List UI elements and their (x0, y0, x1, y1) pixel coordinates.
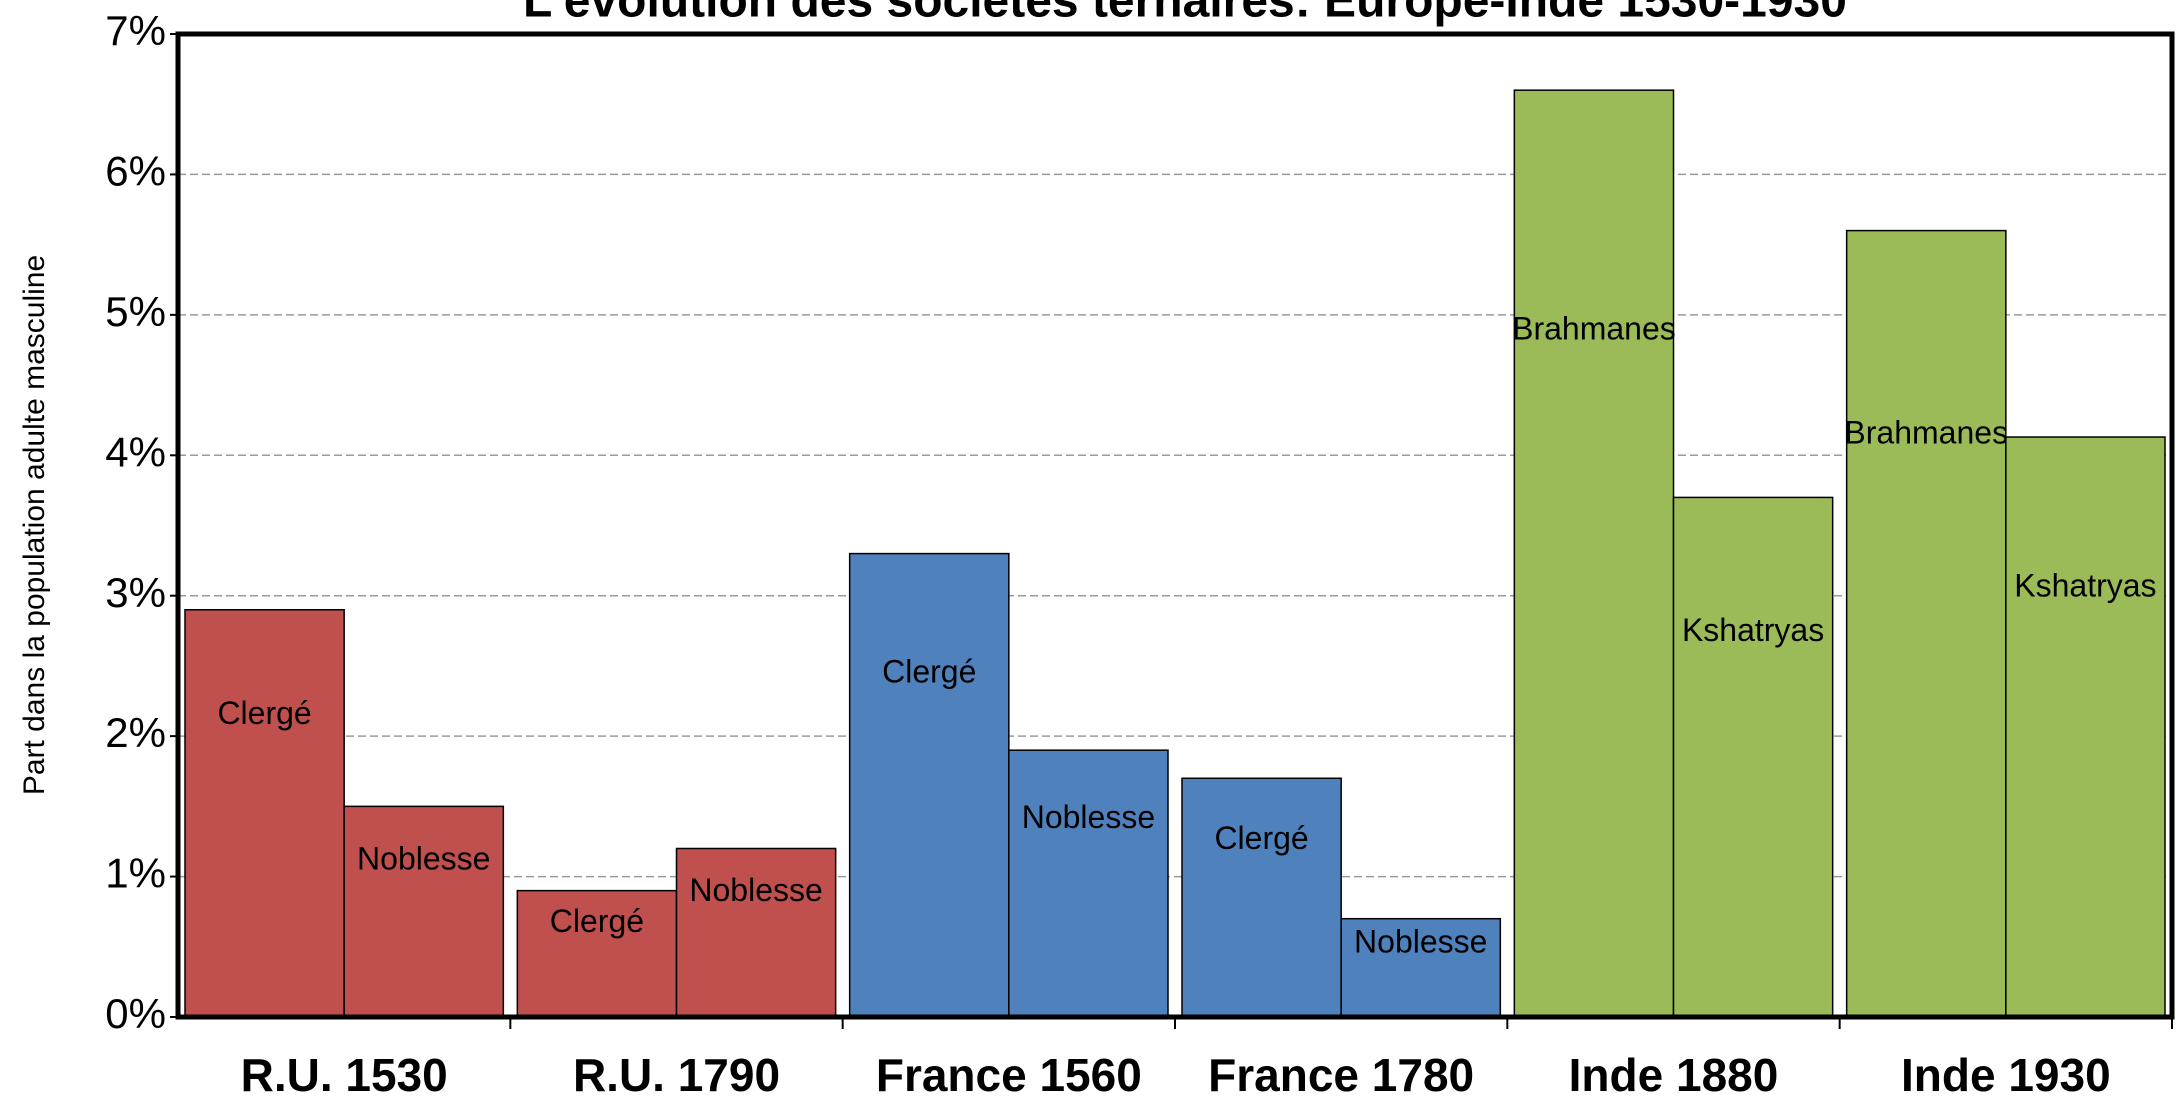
bar-label: Kshatryas (1682, 612, 1824, 648)
bar-label: Noblesse (1022, 799, 1155, 835)
x-tick-label: France 1780 (1208, 1049, 1474, 1101)
bar (1181, 777, 1342, 1018)
bar-label: Clergé (882, 654, 976, 690)
bar-label: Brahmanes (1512, 311, 1676, 347)
y-tick-label: 2% (105, 709, 166, 756)
bar-label: Noblesse (357, 841, 490, 877)
bar (1008, 749, 1169, 1018)
bar-label: Brahmanes (1844, 415, 2008, 451)
bar (675, 847, 837, 1018)
y-tick-label: 7% (105, 7, 166, 54)
bar (1513, 89, 1675, 1018)
y-axis-label: Part dans la population adulte masculine (18, 255, 51, 795)
y-tick-label: 6% (105, 148, 166, 195)
x-tick-label: R.U. 1530 (241, 1049, 448, 1101)
x-tick-label: Inde 1930 (1901, 1049, 2111, 1101)
y-tick-label: 5% (105, 288, 166, 335)
x-tick-label: Inde 1880 (1569, 1049, 1779, 1101)
bar (184, 609, 345, 1018)
bar (2005, 436, 2166, 1018)
y-tick-label: 4% (105, 428, 166, 475)
bar-label: Clergé (217, 695, 311, 731)
bar-label: Clergé (550, 903, 644, 939)
y-tick-label: 0% (105, 990, 166, 1037)
x-tick-label: France 1560 (876, 1049, 1142, 1101)
x-tick-label: R.U. 1790 (573, 1049, 780, 1101)
bar (848, 552, 1010, 1018)
bar-label: Clergé (1214, 820, 1308, 856)
y-tick-label: 3% (105, 569, 166, 616)
chart-title: L'évolution des sociétés ternaires: Euro… (523, 0, 1847, 28)
y-tick-label: 1% (105, 850, 166, 897)
bar-label: Noblesse (1354, 924, 1487, 960)
bar (343, 805, 505, 1018)
bar (516, 889, 678, 1018)
bar-label: Noblesse (689, 872, 822, 908)
bar (1672, 496, 1834, 1018)
bar-label: Kshatryas (2014, 567, 2156, 603)
bar (1845, 229, 2007, 1018)
plot-frame (175, 31, 2175, 1020)
